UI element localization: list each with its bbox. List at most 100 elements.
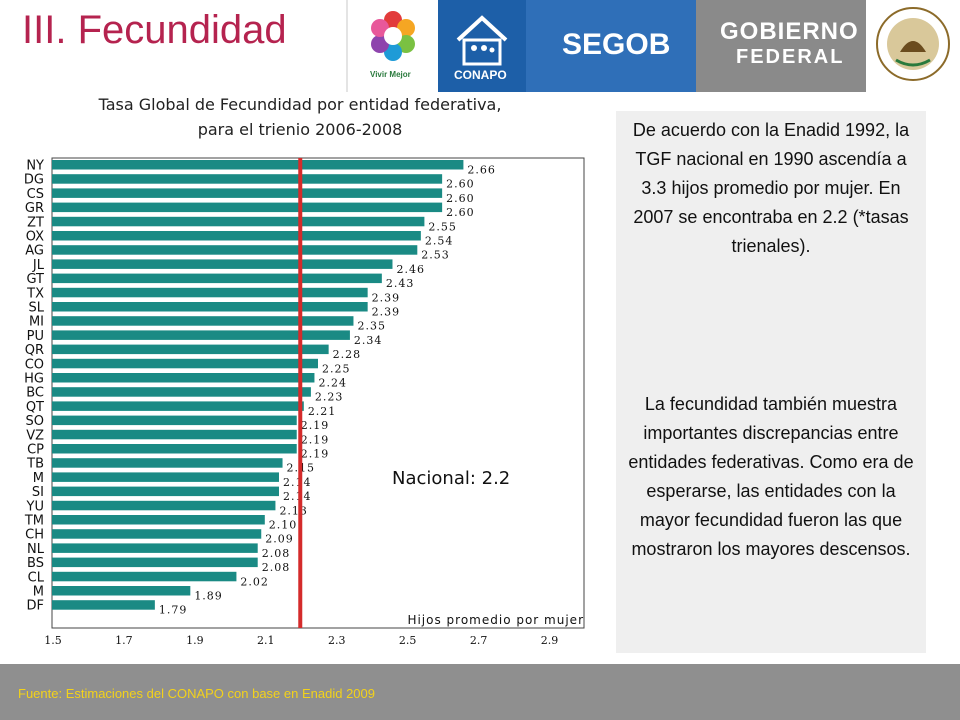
category-label: CP bbox=[27, 443, 44, 458]
category-label: OX bbox=[26, 230, 44, 245]
fertility-bar-chart: NYDGCSGRZTOXAGJLGTTXSLMIPUQRCOHGBCQTSOVZ… bbox=[24, 157, 585, 647]
value-label: 2.02 bbox=[240, 575, 269, 588]
category-label: YU bbox=[26, 499, 44, 514]
bar-pu-12 bbox=[52, 330, 350, 340]
bar-cs-2 bbox=[52, 188, 443, 198]
eagle-seal-icon bbox=[876, 7, 950, 81]
bar-qt-17 bbox=[52, 401, 304, 411]
vivir-mejor-label: Vivir Mejor bbox=[370, 70, 411, 79]
category-label: M bbox=[33, 471, 44, 486]
value-label: 2.35 bbox=[357, 320, 386, 333]
value-label: 2.21 bbox=[308, 405, 337, 418]
x-tick-label: 2.9 bbox=[541, 634, 559, 647]
value-label: 2.23 bbox=[315, 391, 344, 404]
category-label: QT bbox=[26, 400, 44, 415]
category-label: DF bbox=[27, 599, 45, 614]
gobierno-label: GOBIERNO bbox=[720, 18, 859, 45]
category-label: PU bbox=[27, 329, 44, 344]
conapo-label: CONAPO bbox=[454, 68, 507, 82]
category-label: SI bbox=[32, 485, 44, 500]
flower-icon bbox=[371, 11, 415, 61]
category-label: NL bbox=[27, 542, 45, 557]
value-label: 2.28 bbox=[333, 348, 362, 361]
value-label: 2.19 bbox=[301, 433, 330, 446]
slide-title: III. Fecundidad bbox=[22, 8, 287, 52]
chart-title-line1: Tasa Global de Fecundidad por entidad fe… bbox=[98, 95, 502, 114]
category-label: TX bbox=[26, 286, 44, 301]
value-label: 2.60 bbox=[446, 192, 475, 205]
category-label: BC bbox=[26, 386, 44, 401]
value-label: 2.25 bbox=[322, 362, 351, 375]
federal-label: FEDERAL bbox=[736, 46, 845, 68]
bar-cl-29 bbox=[52, 571, 237, 582]
bar-sl-10 bbox=[52, 302, 368, 312]
bar-ag-6 bbox=[52, 245, 418, 255]
bar-si-23 bbox=[52, 486, 279, 497]
bar-tx-9 bbox=[52, 287, 368, 298]
header-bar: III. Fecundidad Vivir Mejor CONAPO SEGOB… bbox=[0, 0, 960, 92]
category-label: GT bbox=[26, 272, 44, 287]
conapo-logo: CONAPO bbox=[438, 0, 526, 92]
x-tick-label: 2.7 bbox=[470, 634, 488, 647]
category-label: TB bbox=[26, 457, 44, 472]
bar-ox-5 bbox=[52, 231, 421, 241]
x-tick-label: 2.5 bbox=[399, 634, 417, 647]
bar-gr-3 bbox=[52, 202, 443, 213]
bar-ch-26 bbox=[52, 529, 262, 539]
chart-title: Tasa Global de Fecundidad por entidad fe… bbox=[40, 92, 560, 142]
value-label: 2.14 bbox=[283, 490, 312, 503]
value-label: 2.60 bbox=[446, 206, 475, 219]
bar-bs-28 bbox=[52, 557, 258, 568]
x-tick-label: 1.9 bbox=[186, 634, 204, 647]
segob-label: SEGOB bbox=[562, 28, 671, 61]
category-label: CS bbox=[27, 187, 44, 202]
source-note: Fuente: Estimaciones del CONAPO con base… bbox=[18, 686, 375, 701]
value-label: 2.53 bbox=[421, 249, 450, 262]
national-reference-label: Nacional: 2.2 bbox=[392, 468, 510, 489]
bar-qr-13 bbox=[52, 344, 329, 355]
value-label: 1.79 bbox=[159, 604, 188, 617]
category-label: DG bbox=[24, 173, 44, 188]
category-label: NY bbox=[26, 159, 44, 174]
x-tick-label: 2.1 bbox=[257, 634, 275, 647]
category-label: CH bbox=[25, 528, 44, 543]
category-label: VZ bbox=[26, 428, 44, 443]
x-tick-label: 2.3 bbox=[328, 634, 346, 647]
x-ticks-group: 1.5 1.7 1.9 2.1 2.3 2.5 2.7 2.9 bbox=[44, 634, 558, 647]
bar-zt-4 bbox=[52, 216, 425, 227]
value-label: 2.34 bbox=[354, 334, 383, 347]
bar-m-30 bbox=[52, 586, 191, 596]
value-label: 2.08 bbox=[262, 561, 291, 574]
side-text-box bbox=[616, 111, 926, 653]
bar-bc-16 bbox=[52, 387, 311, 397]
house-icon bbox=[456, 15, 508, 66]
bar-so-18 bbox=[52, 415, 297, 426]
category-label: SL bbox=[29, 301, 45, 316]
side-paragraph-1: De acuerdo con la Enadid 1992, la TGF na… bbox=[632, 120, 910, 256]
value-label: 2.46 bbox=[396, 263, 425, 276]
bar-cp-20 bbox=[52, 444, 297, 454]
value-label: 1.89 bbox=[194, 590, 223, 603]
category-label: TM bbox=[24, 514, 44, 529]
category-label: SO bbox=[26, 414, 44, 429]
bar-vz-19 bbox=[52, 429, 297, 440]
x-tick-label: 1.7 bbox=[115, 634, 133, 647]
category-label: BS bbox=[27, 556, 44, 571]
category-label: HG bbox=[24, 372, 44, 387]
vivir-mejor-logo: Vivir Mejor bbox=[346, 0, 440, 92]
value-label: 2.60 bbox=[446, 178, 475, 191]
category-label: M bbox=[33, 585, 44, 600]
value-label: 2.14 bbox=[283, 476, 312, 489]
value-label: 2.55 bbox=[428, 220, 457, 233]
bar-tb-21 bbox=[52, 458, 283, 468]
category-label: CL bbox=[28, 570, 45, 585]
x-tick-label: 1.5 bbox=[44, 634, 62, 647]
category-label: ZT bbox=[27, 215, 44, 230]
category-labels-group: NYDGCSGRZTOXAGJLGTTXSLMIPUQRCOHGBCQTSOVZ… bbox=[24, 159, 45, 614]
bar-gt-8 bbox=[52, 273, 382, 284]
value-label: 2.09 bbox=[265, 533, 294, 546]
segob-logo: SEGOB bbox=[526, 0, 696, 92]
value-label: 2.43 bbox=[386, 277, 415, 290]
value-label: 2.39 bbox=[372, 306, 401, 319]
value-label: 2.08 bbox=[262, 547, 291, 560]
